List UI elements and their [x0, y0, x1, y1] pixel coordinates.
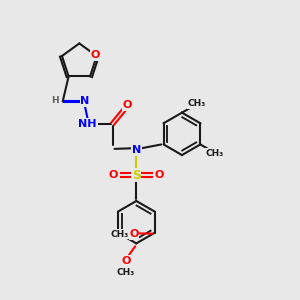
Text: O: O — [129, 229, 139, 239]
Text: NH: NH — [79, 118, 97, 128]
Text: N: N — [132, 145, 141, 155]
Text: O: O — [108, 170, 118, 180]
Text: CH₃: CH₃ — [117, 268, 135, 277]
Text: O: O — [121, 256, 131, 266]
Text: O: O — [155, 170, 164, 180]
Text: CH₃: CH₃ — [188, 99, 206, 108]
Text: O: O — [91, 50, 100, 60]
Text: O: O — [123, 100, 132, 110]
Text: N: N — [80, 97, 89, 106]
Text: CH₃: CH₃ — [206, 149, 224, 158]
Text: CH₃: CH₃ — [110, 230, 128, 239]
Text: S: S — [132, 169, 141, 182]
Text: H: H — [51, 96, 58, 105]
